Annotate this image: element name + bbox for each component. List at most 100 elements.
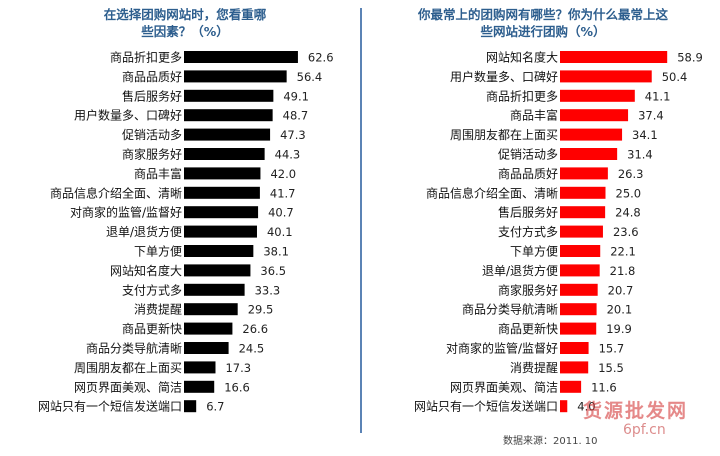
left-bar	[184, 303, 238, 316]
right-bar	[560, 322, 597, 335]
right-category-label: 商品分类导航清晰	[462, 302, 558, 317]
right-category-label: 商品品质好	[498, 166, 558, 181]
right-category-label: 商品信息介绍全面、清晰	[426, 185, 558, 200]
right-value-label: 21.8	[610, 264, 636, 278]
left-value-label: 24.5	[239, 342, 265, 356]
right-title-line1: 你最常上的团购网有哪些？你为什么最常上这	[417, 7, 668, 22]
left-bar	[184, 400, 197, 413]
right-bar	[560, 303, 597, 316]
left-value-label: 41.7	[270, 186, 296, 200]
left-category-label: 商品品质好	[122, 69, 182, 84]
left-category-label: 商品更新快	[122, 321, 182, 336]
left-category-label: 支付方式多	[122, 282, 182, 297]
right-bar	[560, 51, 668, 63]
left-category-label: 促销活动多	[122, 128, 182, 142]
right-bar-chart: 网站知名度大 58.9 用户数量多、口碑好 50.4 商品折扣更多 41.1 商品丰富 37.…	[414, 50, 703, 414]
left-bar	[184, 109, 273, 122]
right-value-label: 23.6	[613, 225, 639, 239]
left-value-label: 49.1	[283, 89, 309, 103]
right-value-label: 15.7	[599, 342, 625, 356]
right-category-label: 下单方便	[510, 244, 558, 259]
left-category-label: 商品折扣更多	[110, 50, 182, 65]
left-category-label: 下单方便	[134, 244, 182, 259]
right-value-label: 26.3	[618, 167, 644, 181]
left-category-label: 消费提醒	[134, 302, 182, 317]
left-value-label: 29.5	[248, 303, 274, 317]
right-value-label: 20.1	[607, 303, 633, 317]
left-category-label: 网站知名度大	[110, 263, 182, 278]
right-category-label: 商品更新快	[498, 321, 558, 336]
right-title-line2: 些网站进行团购（%）	[480, 24, 606, 39]
right-value-label: 4.0	[577, 400, 595, 414]
left-bar	[184, 89, 274, 102]
left-category-label: 商品丰富	[134, 166, 182, 181]
left-value-label: 40.1	[267, 225, 293, 239]
chart-divider	[360, 8, 362, 433]
left-title-line2: 些因素？（%）	[141, 24, 229, 39]
right-value-label: 20.7	[608, 283, 634, 297]
right-value-label: 41.1	[645, 89, 671, 103]
right-category-label: 商品丰富	[510, 108, 558, 123]
left-bar	[184, 186, 260, 199]
right-bar	[560, 186, 606, 199]
right-chart-title: 你最常上的团购网有哪些？你为什么最常上这 些网站进行团购（%）	[378, 6, 708, 40]
right-category-label: 网页界面美观、简洁	[450, 380, 558, 394]
left-bar	[184, 380, 215, 393]
right-value-label: 37.4	[638, 109, 664, 123]
left-category-label: 网页界面美观、简洁	[74, 380, 182, 394]
left-bar-chart: 商品折扣更多 62.6 商品品质好 56.4 售后服务好 49.1 用户数量多、口碑好 48.…	[38, 50, 334, 414]
right-category-label: 网站知名度大	[486, 50, 558, 65]
right-bar	[560, 225, 603, 238]
right-value-label: 11.6	[591, 380, 617, 394]
left-category-label: 网站只有一个短信发送端口	[38, 399, 182, 414]
right-bar	[560, 167, 608, 180]
left-category-label: 退单/退货方便	[106, 224, 182, 239]
right-category-label: 用户数量多、口碑好	[450, 69, 558, 84]
left-category-label: 售后服务好	[122, 88, 182, 103]
left-chart-title: 在选择团购网站时，您看重哪 些因素？（%）	[60, 6, 310, 40]
right-bar	[560, 206, 606, 219]
right-value-label: 25.0	[616, 186, 642, 200]
right-value-label: 22.1	[610, 245, 636, 259]
right-category-label: 消费提醒	[510, 360, 558, 375]
source-note: 数据来源：2011. 10	[503, 436, 598, 447]
left-bar	[184, 128, 271, 141]
right-category-label: 周围朋友都在上面买	[450, 128, 558, 142]
left-value-label: 33.3	[255, 283, 281, 297]
left-value-label: 44.3	[275, 148, 301, 162]
left-bar	[184, 245, 254, 257]
left-value-label: 38.1	[263, 245, 289, 259]
left-bar	[184, 51, 298, 63]
left-bar	[184, 283, 245, 296]
right-category-label: 商品折扣更多	[486, 88, 558, 103]
left-category-label: 商家服务好	[122, 147, 182, 162]
left-bar	[184, 322, 233, 335]
left-bar	[184, 342, 229, 354]
left-value-label: 56.4	[297, 70, 323, 84]
left-value-label: 36.5	[260, 264, 286, 278]
right-bar	[560, 283, 598, 296]
right-value-label: 34.1	[632, 128, 658, 142]
right-bar	[560, 89, 635, 102]
left-bar	[184, 70, 287, 83]
right-value-label: 15.5	[598, 361, 624, 375]
right-bar	[560, 109, 629, 122]
right-category-label: 退单/退货方便	[482, 263, 558, 278]
left-value-label: 42.0	[270, 167, 296, 181]
left-bar	[184, 167, 261, 180]
right-bar	[560, 361, 589, 374]
left-category-label: 对商家的监管/监督好	[70, 205, 182, 220]
right-bar	[560, 70, 652, 83]
left-value-label: 6.7	[206, 400, 224, 414]
watermark-brand: 货源批发网	[583, 400, 689, 422]
left-category-label: 用户数量多、口碑好	[74, 108, 182, 123]
left-bar	[184, 206, 259, 219]
right-value-label: 24.8	[615, 206, 641, 220]
right-value-label: 58.9	[677, 51, 703, 65]
left-title-line1: 在选择团购网站时，您看重哪	[103, 7, 267, 22]
left-value-label: 47.3	[280, 128, 306, 142]
watermark-url: 6pf.cn	[623, 422, 666, 438]
right-bar	[560, 264, 600, 277]
left-value-label: 40.7	[268, 206, 294, 220]
right-value-label: 31.4	[627, 148, 653, 162]
